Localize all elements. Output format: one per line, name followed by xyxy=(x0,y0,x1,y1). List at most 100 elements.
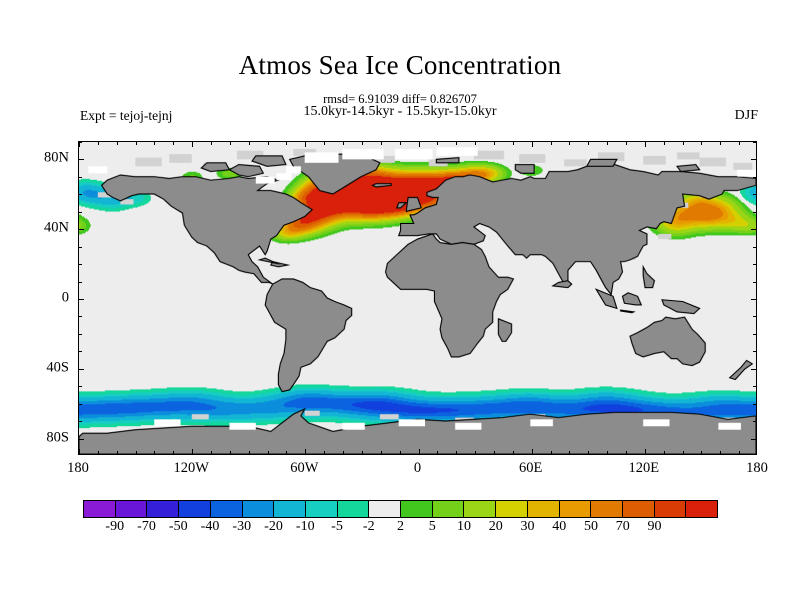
axis-tick xyxy=(229,451,231,454)
axis-tick xyxy=(248,142,250,145)
axis-tick xyxy=(380,142,382,145)
axis-tick xyxy=(607,451,609,454)
axis-tick xyxy=(739,451,741,454)
axis-tick xyxy=(739,142,741,145)
axis-tick xyxy=(361,451,363,454)
axis-tick xyxy=(97,142,99,145)
axis-tick xyxy=(753,386,756,388)
axis-tick xyxy=(192,449,194,454)
colorbar-cell-14 xyxy=(526,501,559,517)
axis-tick xyxy=(211,451,213,454)
colorbar-tick-labels: -90 -70 -50 -40 -30 -20 -10 -5 -2 2 5 10 20 30 40 50 70 9… xyxy=(83,519,718,539)
colorbar-cell-15 xyxy=(558,501,591,517)
axis-tick xyxy=(663,142,665,145)
period-subtitle: 15.0kyr-14.5kyr - 15.5kyr-15.0kyr xyxy=(303,104,497,119)
page-title: Atmos Sea Ice Concentration xyxy=(238,50,562,80)
axis-tick xyxy=(135,142,137,145)
x-axis-label-0: 180 xyxy=(67,460,89,476)
colorbar-label-5: -20 xyxy=(264,519,283,534)
colorbar xyxy=(83,500,718,518)
axis-tick xyxy=(550,451,552,454)
axis-tick xyxy=(173,451,175,454)
x-axis-label-3: 0 xyxy=(413,460,422,476)
axis-tick xyxy=(116,451,118,454)
axis-tick xyxy=(644,142,646,147)
axis-tick xyxy=(305,142,307,147)
colorbar-label-6: -10 xyxy=(295,519,315,534)
y-axis-label-1: 40N xyxy=(44,219,69,236)
axis-tick xyxy=(286,451,288,454)
axis-tick xyxy=(720,142,722,145)
axis-tick xyxy=(753,333,756,335)
x-axis-label-6: 180 xyxy=(746,460,768,476)
colorbar-cell-7 xyxy=(304,501,337,517)
axis-tick xyxy=(493,451,495,454)
axis-tick xyxy=(751,159,756,161)
axis-tick xyxy=(569,142,571,145)
colorbar-cell-2 xyxy=(146,501,179,517)
axis-tick xyxy=(79,368,84,370)
axis-tick xyxy=(79,386,82,388)
sea-ice-map-canvas xyxy=(79,142,756,454)
colorbar-label-15: 50 xyxy=(584,519,598,534)
axis-tick xyxy=(531,449,533,454)
colorbar-cell-10 xyxy=(400,501,432,517)
y-axis-label-4: 80S xyxy=(46,429,69,446)
axis-tick xyxy=(437,451,439,454)
axis-tick xyxy=(753,246,756,248)
axis-tick xyxy=(531,142,533,147)
axis-tick xyxy=(116,142,118,145)
axis-tick xyxy=(751,368,756,370)
axis-tick xyxy=(753,194,756,196)
colorbar-label-3: -40 xyxy=(200,519,220,534)
axis-tick xyxy=(607,142,609,145)
season-label: DJF xyxy=(734,108,758,123)
axis-tick xyxy=(588,451,590,454)
axis-tick xyxy=(753,316,756,318)
axis-tick xyxy=(97,451,99,454)
axis-tick xyxy=(286,142,288,145)
colorbar-cell-13 xyxy=(495,501,527,517)
axis-tick xyxy=(701,142,703,145)
axis-tick xyxy=(753,421,756,423)
axis-tick xyxy=(79,421,82,423)
axis-tick xyxy=(79,142,80,147)
colorbar-cell-4 xyxy=(209,501,242,517)
axis-tick xyxy=(79,299,84,300)
axis-tick xyxy=(588,142,590,145)
axis-tick xyxy=(79,229,84,231)
axis-tick xyxy=(305,449,307,454)
axis-tick xyxy=(267,142,269,145)
axis-tick xyxy=(682,142,684,145)
axis-tick xyxy=(512,142,514,145)
axis-tick xyxy=(753,281,756,283)
x-axis-label-2: 60W xyxy=(290,460,319,476)
axis-tick xyxy=(493,142,495,145)
axis-tick xyxy=(154,451,156,454)
axis-tick xyxy=(361,142,363,145)
colorbar-label-12: 20 xyxy=(488,519,503,534)
axis-tick xyxy=(135,451,137,454)
axis-tick xyxy=(399,451,401,454)
x-axis-label-1: 120W xyxy=(173,460,209,476)
colorbar-label-13: 30 xyxy=(520,519,535,534)
colorbar-cell-8 xyxy=(336,501,369,517)
axis-tick xyxy=(644,449,646,454)
colorbar-cell-1 xyxy=(114,501,147,517)
axis-tick xyxy=(79,403,82,405)
axis-tick xyxy=(79,264,82,266)
axis-tick xyxy=(753,142,756,143)
axis-tick xyxy=(663,451,665,454)
axis-tick xyxy=(79,438,84,440)
axis-tick xyxy=(79,449,80,454)
colorbar-label-7: -5 xyxy=(331,519,343,534)
colorbar-label-10: 5 xyxy=(428,519,436,534)
axis-tick xyxy=(399,142,401,145)
axis-tick xyxy=(211,142,213,145)
y-axis-label-2: 0 xyxy=(61,289,69,306)
statistics-subtitle: rmsd= 6.91039 diff= 0.826707 xyxy=(323,92,477,106)
axis-tick xyxy=(79,142,82,143)
axis-tick xyxy=(550,142,552,145)
colorbar-cell-11 xyxy=(431,501,464,517)
